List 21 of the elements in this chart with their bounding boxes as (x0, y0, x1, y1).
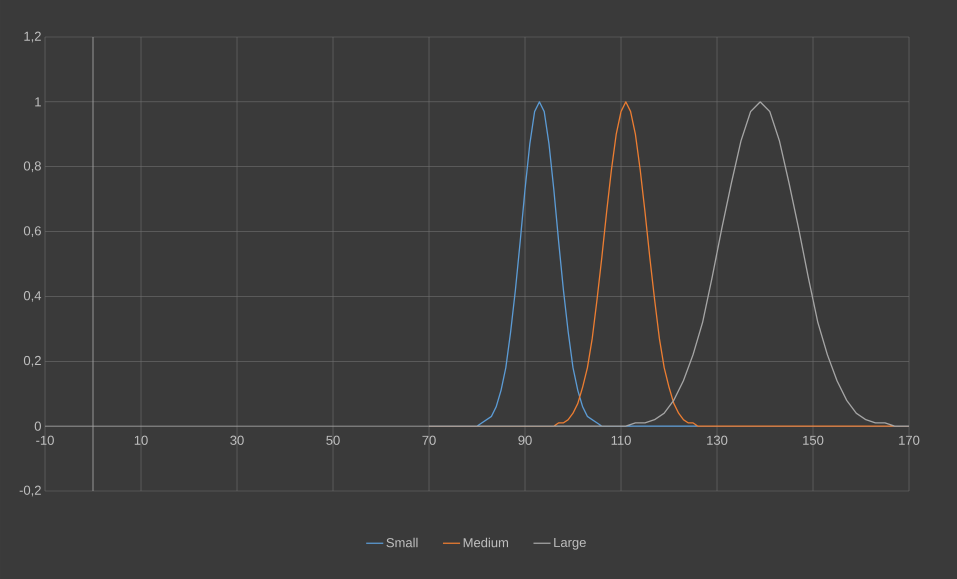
y-tick-label: -0,2 (20, 486, 41, 496)
legend-label: Medium (464, 538, 508, 548)
legend-label: Small (386, 538, 418, 548)
y-tick-label: 1 (35, 97, 41, 106)
legend-label: Large (554, 538, 586, 550)
x-tick-label: 150 (803, 436, 824, 445)
x-tick-label: 170 (899, 436, 920, 445)
x-tick-label: 70 (422, 436, 436, 445)
x-tick-label: 50 (326, 436, 340, 445)
y-tick-label: 1,2 (24, 32, 41, 42)
y-tick-label: 0,8 (24, 161, 41, 172)
x-tick-label: 30 (230, 436, 244, 445)
x-tick-label: 10 (134, 436, 148, 445)
y-tick-label: 0,2 (24, 356, 41, 367)
y-tick-label: 0,6 (24, 226, 41, 237)
x-tick-label: 90 (518, 436, 532, 445)
x-tick-label: -10 (36, 436, 54, 445)
y-tick-label: 0 (34, 422, 41, 431)
x-tick-label: 110 (612, 436, 631, 445)
x-tick-label: 130 (707, 436, 728, 445)
y-tick-label: 0,4 (24, 291, 42, 302)
